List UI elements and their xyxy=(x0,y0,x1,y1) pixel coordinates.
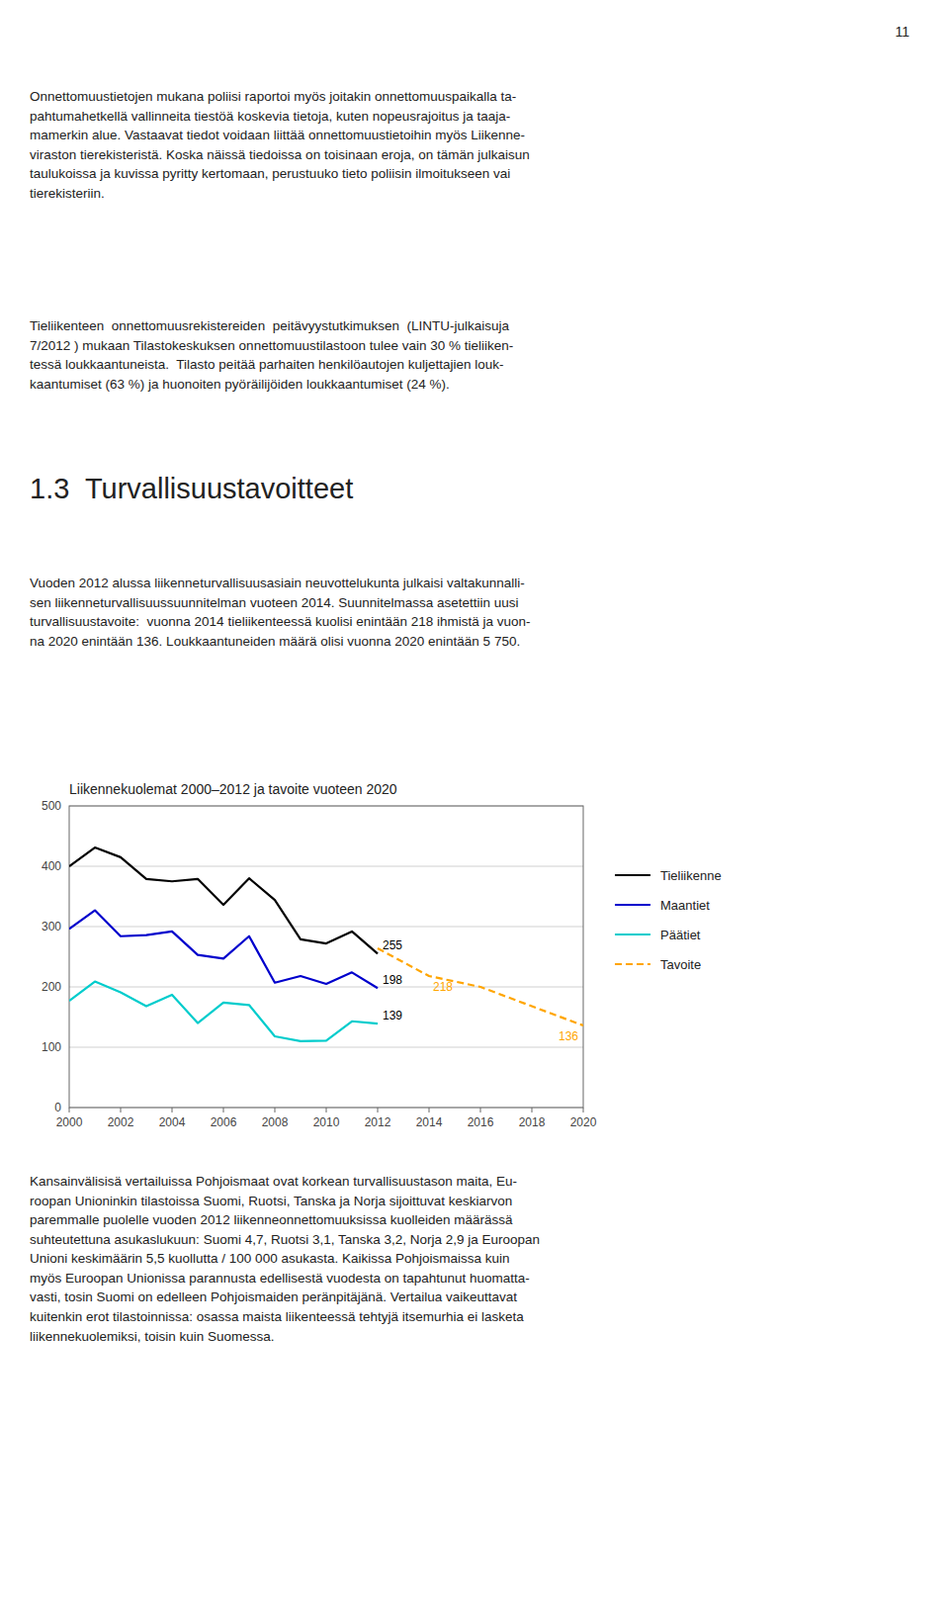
y-tick-label: 0 xyxy=(54,1100,62,1115)
legend-label: Tavoite xyxy=(660,956,701,972)
legend-swatch xyxy=(614,903,651,906)
plot-frame xyxy=(69,805,584,1108)
y-tick-label: 200 xyxy=(41,979,62,994)
y-tick-label: 100 xyxy=(41,1039,62,1054)
legend-swatch xyxy=(614,873,651,876)
x-tick xyxy=(531,1107,533,1113)
annotation: 198 xyxy=(382,972,403,987)
grid-line xyxy=(69,986,584,988)
series-line xyxy=(69,847,378,953)
legend-swatch xyxy=(614,962,651,965)
paragraph: Onnettomuustietojen mukana poliisi rapor… xyxy=(29,86,530,203)
paragraph: Tieliikenteen onnettomuusrekistereiden p… xyxy=(29,316,514,394)
paragraph: Vuoden 2012 alussa liikenneturvallisuusa… xyxy=(29,573,531,651)
x-tick-label: 2010 xyxy=(313,1115,341,1129)
x-tick xyxy=(223,1107,225,1113)
y-tick-label: 300 xyxy=(41,919,62,934)
grid-line xyxy=(69,926,584,928)
chart-title: Liikennekuolemat 2000–2012 ja tavoite vu… xyxy=(69,780,398,797)
y-tick-label: 400 xyxy=(41,859,62,873)
x-tick-label: 2004 xyxy=(159,1115,186,1129)
x-tick xyxy=(172,1107,173,1113)
paragraph: Kansainvälisisä vertailuissa Pohjoismaat… xyxy=(29,1171,540,1346)
x-tick xyxy=(377,1107,379,1113)
x-tick-label: 2000 xyxy=(56,1115,84,1129)
x-tick-label: 2002 xyxy=(107,1115,135,1129)
x-tick xyxy=(120,1107,122,1113)
x-tick-label: 2018 xyxy=(518,1115,546,1129)
annotation: 136 xyxy=(558,1029,579,1043)
annotation: 218 xyxy=(432,979,453,994)
grid-line xyxy=(69,1046,584,1048)
grid-line xyxy=(69,865,584,867)
series-line xyxy=(377,948,584,1026)
x-tick-label: 2012 xyxy=(364,1115,392,1129)
x-tick-label: 2020 xyxy=(570,1115,598,1129)
page-number: 11 xyxy=(894,23,910,40)
x-tick xyxy=(326,1107,328,1113)
x-tick-label: 2008 xyxy=(261,1115,289,1129)
section-heading: 1.3 Turvallisuustavoitteet xyxy=(29,472,353,506)
legend-swatch xyxy=(614,933,651,936)
legend-label: Päätiet xyxy=(660,927,701,943)
plot-lines xyxy=(69,847,584,1041)
x-tick xyxy=(429,1107,431,1113)
legend-label: Maantiet xyxy=(660,897,710,913)
series-line xyxy=(69,981,378,1041)
annotation: 255 xyxy=(382,938,403,952)
x-tick xyxy=(69,1107,71,1113)
x-tick-label: 2014 xyxy=(416,1115,443,1129)
x-tick xyxy=(480,1107,482,1113)
x-tick xyxy=(274,1107,276,1113)
chart: Liikennekuolemat 2000–2012 ja tavoite vu… xyxy=(0,751,949,1147)
x-tick-label: 2016 xyxy=(467,1115,495,1129)
series-line xyxy=(69,910,378,989)
x-tick xyxy=(583,1107,585,1113)
annotation: 139 xyxy=(382,1008,403,1023)
y-tick-label: 500 xyxy=(41,798,62,813)
legend-label: Tieliikenne xyxy=(660,867,722,883)
x-tick-label: 2006 xyxy=(210,1115,238,1129)
